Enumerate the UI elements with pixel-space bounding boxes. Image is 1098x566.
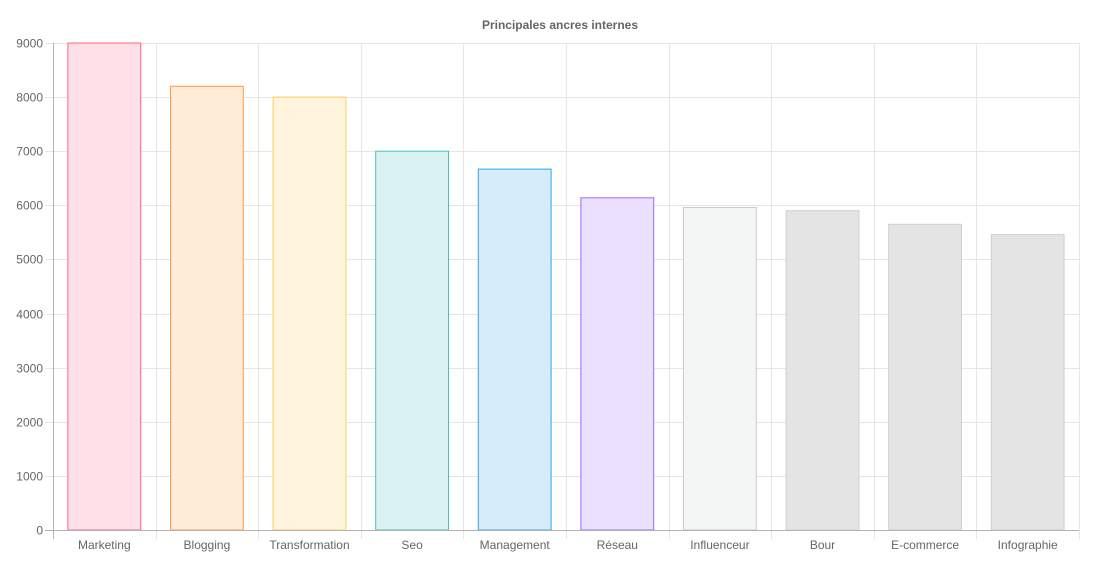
y-tick-label: 1000 bbox=[16, 470, 43, 484]
y-tick-label: 4000 bbox=[16, 308, 43, 322]
x-tick-label: Marketing bbox=[78, 538, 131, 552]
y-axis-ticks: 0 1000 2000 3000 4000 5000 6000 7000 8000 9000 bbox=[16, 37, 43, 538]
bar-e-commerce[interactable] bbox=[888, 223, 963, 531]
y-tick-label: 9000 bbox=[16, 37, 43, 51]
y-tick-label: 7000 bbox=[16, 145, 43, 159]
bar-bour[interactable] bbox=[785, 210, 860, 531]
y-tick-label: 5000 bbox=[16, 253, 43, 267]
bar-influenceur[interactable] bbox=[683, 207, 757, 531]
bars bbox=[67, 42, 1065, 531]
bar-infographie[interactable] bbox=[990, 234, 1065, 531]
y-tick-label: 0 bbox=[36, 524, 43, 538]
x-tick-label: Seo bbox=[401, 538, 423, 552]
y-tick-label: 3000 bbox=[16, 362, 43, 376]
x-tick-label: Blogging bbox=[184, 538, 231, 552]
x-axis-ticks: Marketing Blogging Transformation Seo Manage… bbox=[78, 538, 1058, 552]
y-tick-label: 2000 bbox=[16, 416, 43, 430]
x-tick-label: Bour bbox=[810, 538, 835, 552]
bar-réseau[interactable] bbox=[580, 197, 655, 531]
chart-title: Principales ancres internes bbox=[482, 18, 638, 32]
bar-transformation[interactable] bbox=[272, 96, 347, 531]
bar-management[interactable] bbox=[477, 168, 552, 531]
bar-blogging[interactable] bbox=[170, 85, 244, 531]
axes bbox=[45, 43, 1079, 539]
y-tick-label: 8000 bbox=[16, 91, 43, 105]
x-tick-label: Réseau bbox=[597, 538, 638, 552]
x-tick-label: E-commerce bbox=[891, 538, 959, 552]
x-tick-label: Management bbox=[480, 538, 551, 552]
x-tick-label: Influenceur bbox=[690, 538, 749, 552]
y-tick-label: 6000 bbox=[16, 199, 43, 213]
bar-marketing[interactable] bbox=[67, 42, 142, 531]
bar-seo[interactable] bbox=[375, 150, 450, 531]
x-tick-label: Transformation bbox=[269, 538, 349, 552]
x-tick-label: Infographie bbox=[998, 538, 1058, 552]
